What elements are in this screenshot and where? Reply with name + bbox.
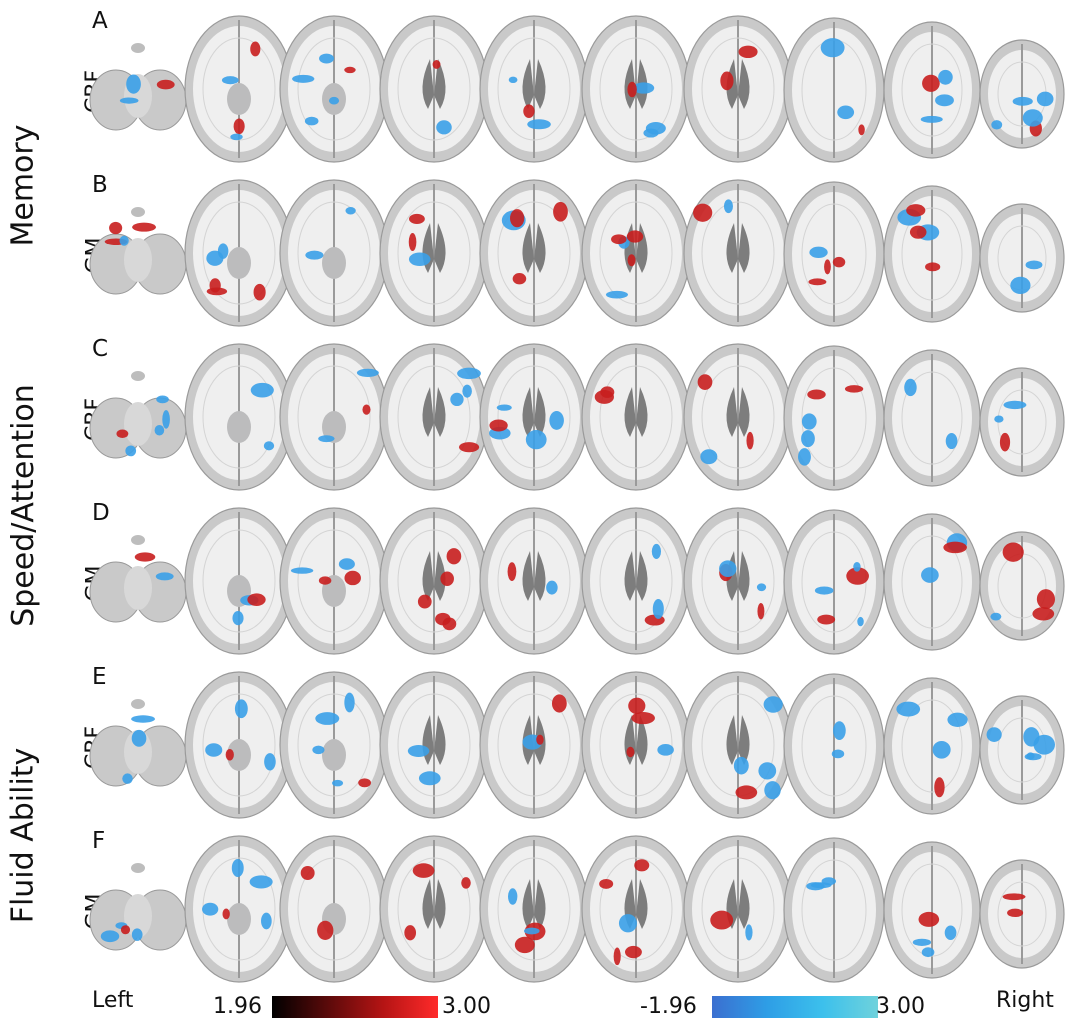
panel-row-f: F GM [83, 828, 1073, 988]
brain-slice [184, 507, 294, 655]
negative-scale-min: -1.96 [640, 994, 697, 1019]
brain-slice [979, 695, 1065, 805]
brain-slice [979, 859, 1065, 969]
brain-slice [979, 531, 1065, 641]
brain-slice [89, 43, 187, 131]
left-side-label: Left [92, 988, 134, 1013]
right-side-label: Right [996, 988, 1054, 1013]
brain-slice [783, 837, 885, 983]
brain-slice [184, 671, 294, 819]
negative-colorbar [712, 996, 878, 1018]
brain-slice [379, 671, 489, 819]
brain-slice [783, 345, 885, 491]
brain-slice [379, 343, 489, 491]
brain-slice [479, 15, 589, 163]
brain-slice [581, 835, 691, 983]
brain-slice [783, 181, 885, 327]
panel-letter: E [92, 664, 107, 690]
brain-slice [883, 185, 981, 323]
brain-slice [279, 835, 389, 983]
brain-slice [883, 513, 981, 651]
brain-slice [279, 179, 389, 327]
brain-slice [581, 671, 691, 819]
brain-slice [379, 835, 489, 983]
panel-row-d: D GM [83, 500, 1073, 660]
positive-colorbar [272, 996, 438, 1018]
brain-slice [683, 179, 793, 327]
brain-slice [783, 673, 885, 819]
brain-slice [683, 507, 793, 655]
brain-slice [89, 371, 187, 459]
positive-scale-max: 3.00 [442, 994, 491, 1019]
brain-slice [683, 835, 793, 983]
brain-slice [89, 699, 187, 787]
brain-slice [279, 15, 389, 163]
brain-slice [683, 343, 793, 491]
group-label-speed-attention: Speed/Attention [5, 383, 41, 627]
brain-slice [883, 21, 981, 159]
negative-scale-max: 3.00 [876, 994, 925, 1019]
brain-slice [783, 509, 885, 655]
panel-letter: A [92, 8, 108, 34]
brain-slice [883, 349, 981, 487]
brain-slice [379, 179, 489, 327]
brain-slice [479, 343, 589, 491]
brain-slice [379, 507, 489, 655]
group-label-fluid-ability: Fluid Ability [5, 747, 41, 923]
brain-slice [184, 15, 294, 163]
panel-letter: B [92, 172, 108, 198]
brain-slice [184, 179, 294, 327]
panel-row-b: B GM [83, 172, 1073, 332]
brain-slice [479, 835, 589, 983]
panel-letter: D [92, 500, 110, 526]
panel-row-e: E CBF [83, 664, 1073, 824]
brain-slice [379, 15, 489, 163]
brain-slice [279, 671, 389, 819]
brain-slice [184, 835, 294, 983]
panel-row-a: A CBF [83, 8, 1073, 168]
brain-slice [279, 507, 389, 655]
brain-slice [581, 179, 691, 327]
positive-scale-min: 1.96 [213, 994, 262, 1019]
panel-letter: F [92, 828, 106, 854]
brain-slice [883, 841, 981, 979]
brain-slice [581, 343, 691, 491]
panel-row-c: C CBF [83, 336, 1073, 496]
brain-slice [683, 15, 793, 163]
brain-slice [979, 367, 1065, 477]
brain-slice [89, 863, 187, 951]
panel-letter: C [92, 336, 109, 362]
brain-slice [279, 343, 389, 491]
brain-slice [883, 677, 981, 815]
brain-slice [89, 207, 187, 295]
brain-slice [479, 507, 589, 655]
brain-slice [683, 671, 793, 819]
brain-slice [581, 15, 691, 163]
brain-slice [979, 203, 1065, 313]
brain-slice [184, 343, 294, 491]
group-label-memory: Memory [5, 123, 41, 247]
brain-slice [979, 39, 1065, 149]
brain-slice [479, 179, 589, 327]
brain-slice [581, 507, 691, 655]
brain-slice [783, 17, 885, 163]
brain-slice [479, 671, 589, 819]
brain-slice [89, 535, 187, 623]
